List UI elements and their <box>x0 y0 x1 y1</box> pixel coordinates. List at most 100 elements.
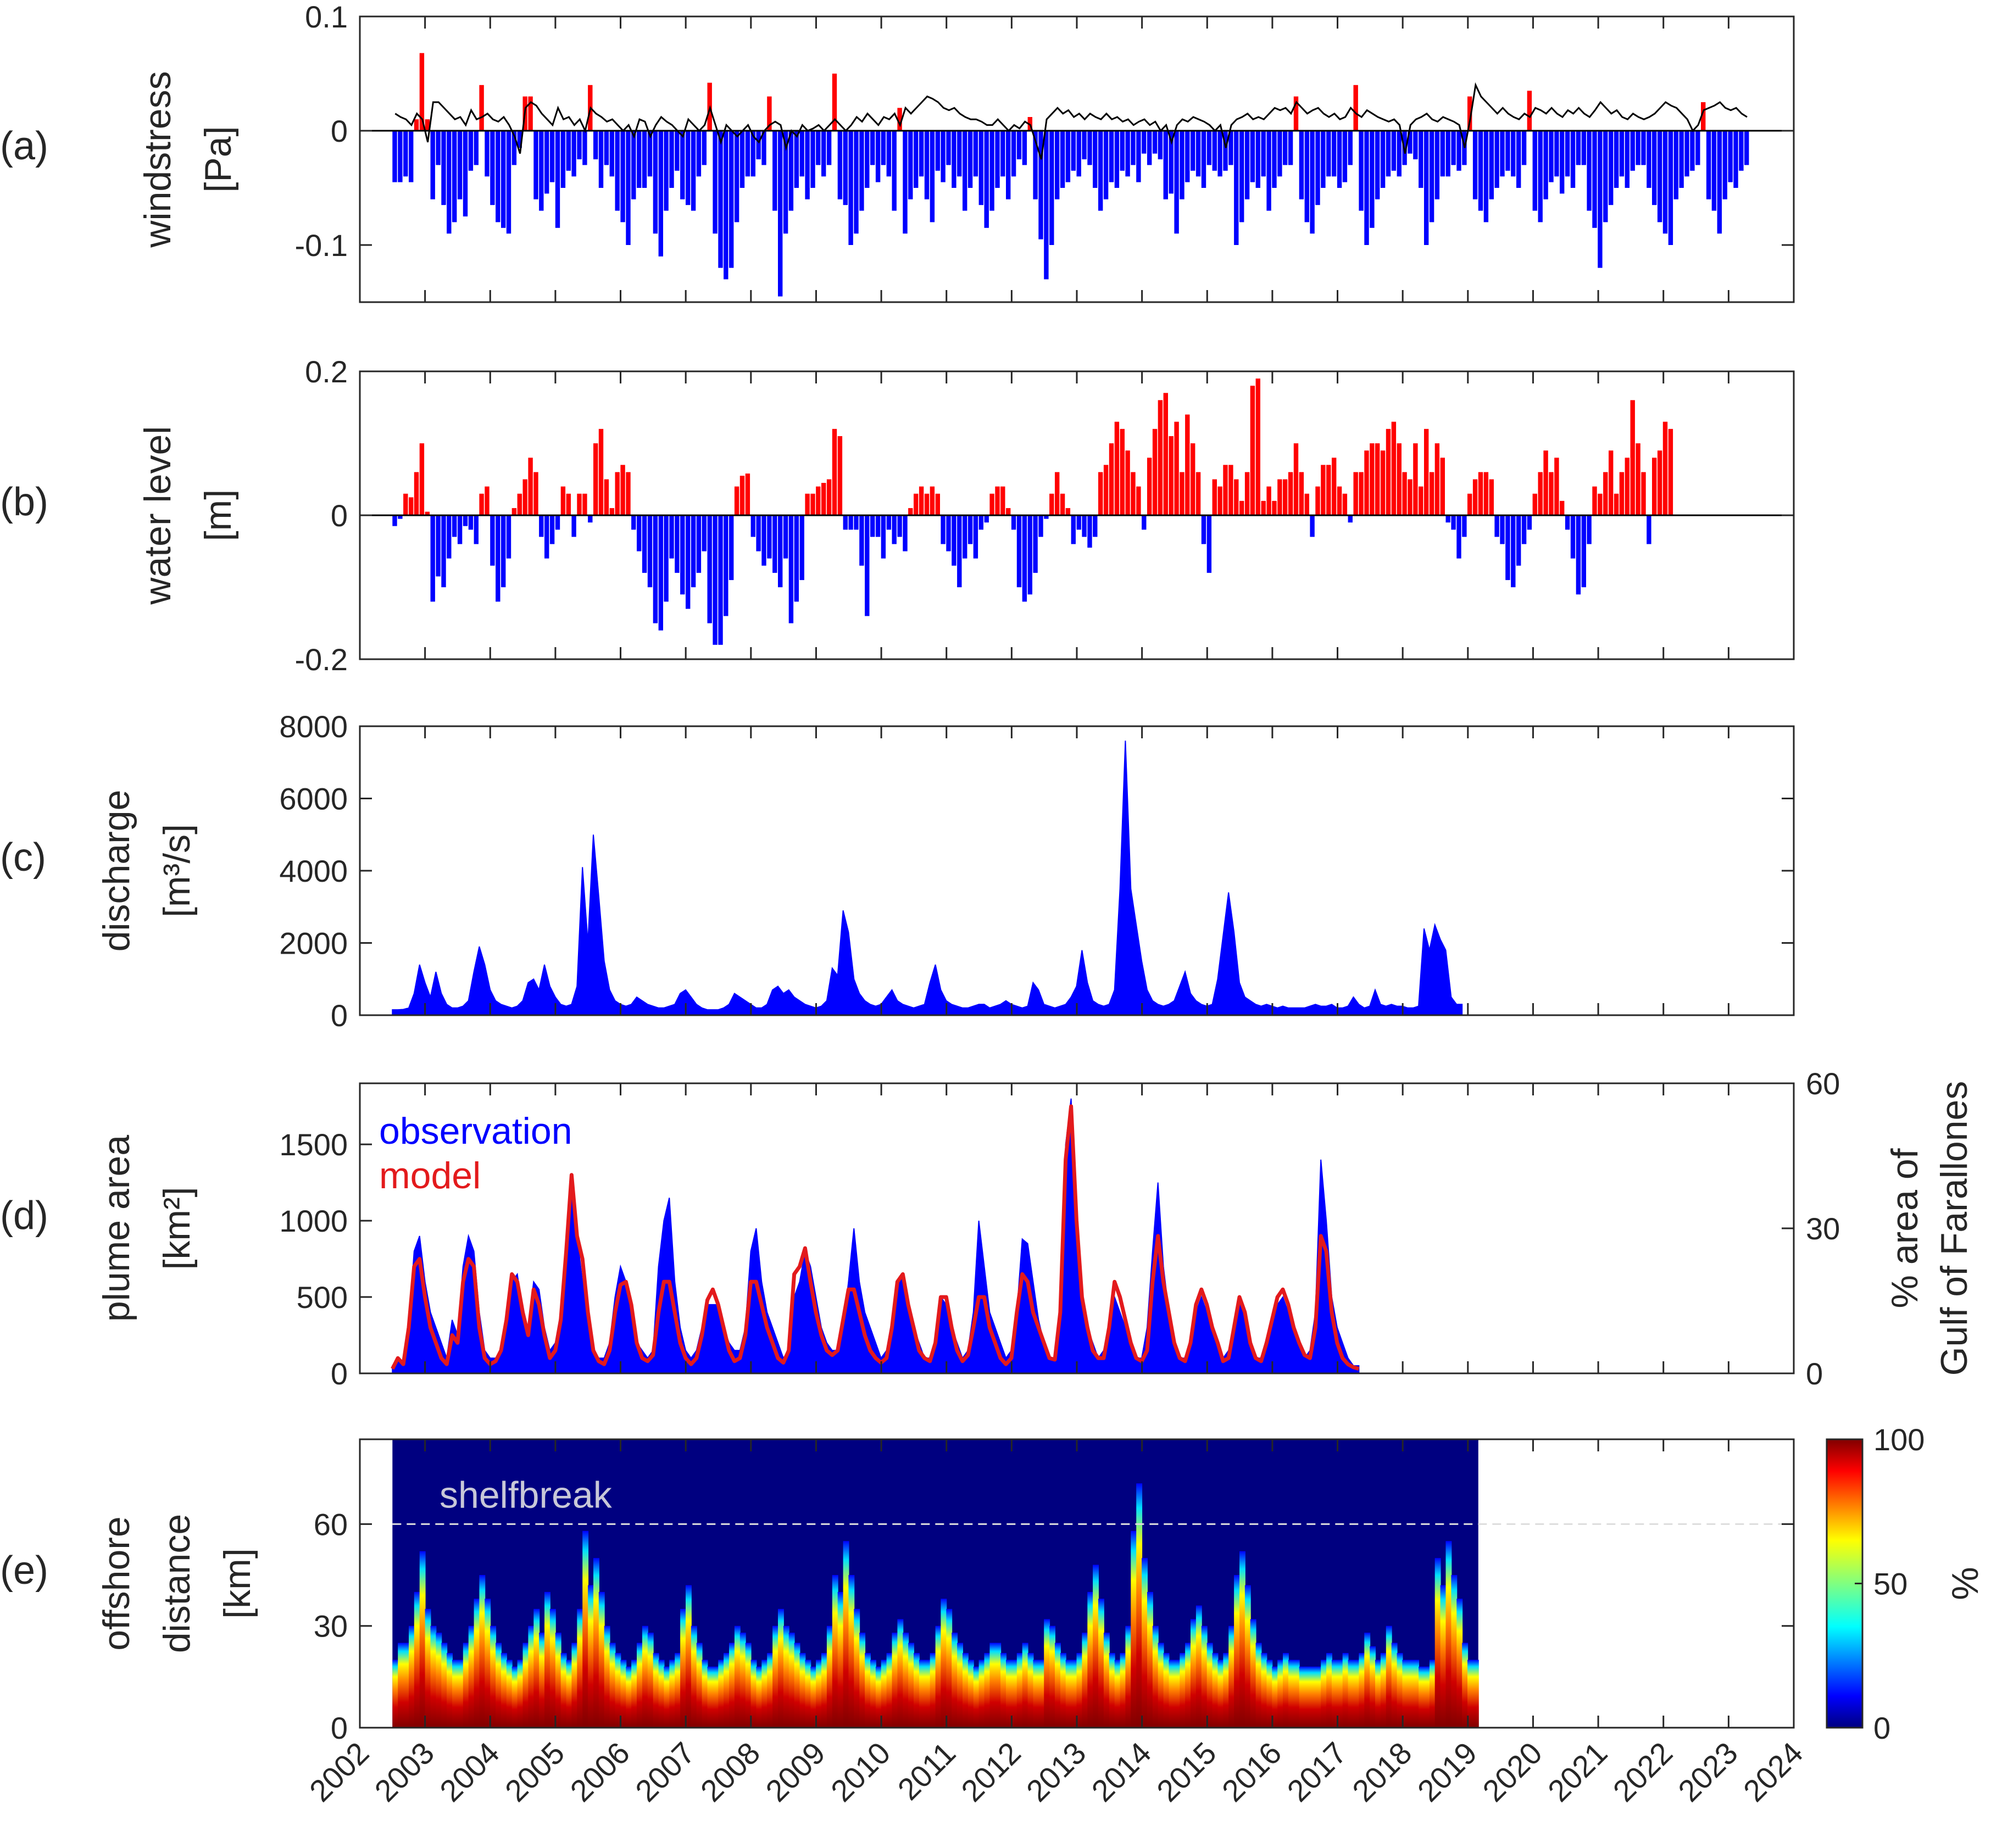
heatmap-column <box>664 1666 670 1728</box>
bar-b <box>816 486 821 515</box>
bar-a <box>1483 131 1489 222</box>
bar-a <box>1082 131 1087 159</box>
heatmap-column <box>734 1626 741 1728</box>
bar-b <box>1636 443 1640 515</box>
bar-b <box>1055 472 1060 515</box>
y-label: [m³/s] <box>156 824 198 917</box>
y-label: [m] <box>197 489 239 541</box>
heatmap-column <box>805 1660 811 1728</box>
bar-a <box>1413 131 1418 159</box>
bar-a <box>1261 131 1266 177</box>
bar-b <box>1261 500 1266 515</box>
bar-b <box>430 515 435 602</box>
bar-a <box>1641 131 1646 165</box>
bar-a <box>626 131 631 245</box>
heatmap-column <box>799 1653 806 1728</box>
bar-a <box>761 131 766 165</box>
heatmap-column <box>1397 1653 1403 1728</box>
bar-b <box>1033 515 1038 573</box>
bar-b <box>799 515 804 580</box>
heatmap-column <box>1180 1653 1186 1728</box>
bar-b <box>739 476 745 515</box>
bar-a <box>1332 131 1337 177</box>
y-tick-label: 0 <box>331 1356 348 1391</box>
bar-b <box>1201 515 1206 544</box>
bar-b <box>1348 515 1353 523</box>
x-tick-label: 2003 <box>368 1735 441 1808</box>
bar-b <box>457 515 463 544</box>
x-tick-label: 2009 <box>759 1735 832 1808</box>
heatmap-column <box>490 1626 497 1728</box>
bar-a <box>1527 91 1532 131</box>
bar-b <box>392 515 397 526</box>
bar-a <box>414 119 419 131</box>
heatmap-column <box>474 1599 480 1728</box>
bar-a <box>1239 131 1244 222</box>
bar-b <box>626 472 631 515</box>
heatmap-column <box>843 1541 849 1728</box>
bar-b <box>1603 472 1608 515</box>
heatmap-column <box>419 1551 426 1728</box>
bar-b <box>724 515 728 616</box>
heatmap-column <box>995 1643 1002 1728</box>
x-tick-label: 2021 <box>1541 1735 1614 1808</box>
heatmap-column <box>522 1643 529 1728</box>
heatmap-column <box>788 1633 795 1728</box>
bar-a <box>1538 131 1543 222</box>
bar-b <box>1082 515 1087 537</box>
heatmap-column <box>1049 1626 1055 1728</box>
heatmap-column <box>501 1653 507 1728</box>
bar-b <box>1483 472 1489 515</box>
bar-b <box>1647 515 1651 544</box>
heatmap-column <box>1434 1558 1441 1728</box>
bar-b <box>669 515 674 559</box>
bar-b <box>1087 515 1092 548</box>
bar-a <box>696 131 702 177</box>
bar-b <box>496 515 500 602</box>
heatmap-column <box>1006 1660 1012 1728</box>
bar-a <box>1103 131 1109 199</box>
panel-label: (a) <box>0 124 48 168</box>
bar-a <box>978 131 983 205</box>
x-tick-label: 2014 <box>1085 1735 1158 1808</box>
heatmap-column <box>598 1591 605 1728</box>
heatmap-column <box>810 1666 817 1728</box>
heatmap-column <box>1103 1633 1110 1728</box>
heatmap-column <box>989 1643 996 1728</box>
bar-b <box>1408 479 1412 515</box>
bar-b <box>783 515 788 559</box>
heatmap-column <box>1027 1653 1034 1728</box>
heatmap-column <box>1195 1605 1202 1728</box>
heatmap-column <box>414 1591 420 1728</box>
heatmap-column <box>1402 1660 1409 1728</box>
heatmap-column <box>1370 1646 1376 1728</box>
bar-a <box>571 131 576 177</box>
y-tick-label: 8000 <box>279 709 348 744</box>
heatmap-column <box>783 1626 789 1728</box>
bar-b <box>501 515 506 587</box>
colorbar-label: % <box>1944 1567 1986 1600</box>
bar-b <box>1391 421 1397 515</box>
bar-b <box>1244 472 1250 515</box>
bar-a <box>1570 131 1576 188</box>
bar-a <box>1195 131 1201 177</box>
bar-b <box>598 428 604 515</box>
bar-b <box>848 515 853 530</box>
bar-a <box>724 131 728 280</box>
x-tick-label: 2006 <box>563 1735 636 1808</box>
bar-b <box>1234 479 1239 515</box>
heatmap-column <box>1016 1653 1023 1728</box>
bar-b <box>767 515 772 559</box>
heatmap-column <box>1255 1643 1262 1728</box>
bar-a <box>837 131 843 199</box>
y-tick-label: 1000 <box>279 1204 348 1238</box>
bar-b <box>1093 515 1098 537</box>
y-tick-label: 0 <box>331 998 348 1033</box>
bar-a <box>664 131 669 211</box>
bar-a <box>468 131 474 171</box>
bar-b <box>837 436 843 515</box>
heatmap-column <box>729 1643 735 1728</box>
bar-a <box>973 131 978 177</box>
heatmap-column <box>1380 1653 1387 1728</box>
